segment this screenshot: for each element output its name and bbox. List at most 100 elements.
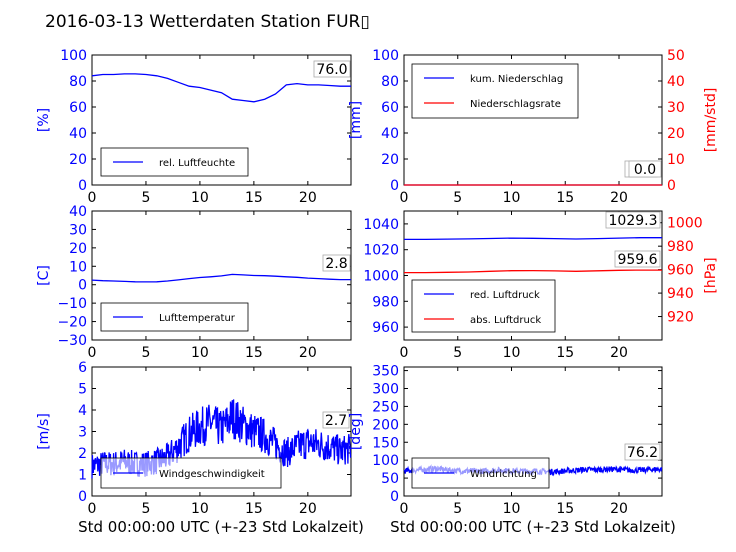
y-tick-label: 250 <box>372 399 399 415</box>
x-tick-label: 15 <box>556 501 574 517</box>
y-tick-label: 980 <box>372 294 399 310</box>
value-annotation: 2.8 <box>322 254 351 272</box>
y-tick-label: 10 <box>69 259 87 275</box>
x-tick-label: 0 <box>88 345 97 361</box>
y-tick-label: 1 <box>78 468 87 484</box>
y-tick-label: −30 <box>57 333 87 349</box>
x-tick-label: 20 <box>610 190 628 206</box>
chart-panel-windspeed: 0 5 10 15 20 0 1 2 3 4 5 6 [m/s] Windgeschwindigkeit 2… <box>36 360 352 517</box>
x-tick-label: 5 <box>141 190 150 206</box>
y-tick-label: 80 <box>381 74 399 90</box>
y-tick-label: 20 <box>69 152 87 168</box>
x-tick-label: 15 <box>245 501 263 517</box>
y-tick-label: 60 <box>69 100 87 116</box>
y-axis-label: [mm] <box>348 101 364 139</box>
annotation-label: 76.0 <box>316 62 347 78</box>
y-tick-label: 1040 <box>363 217 399 233</box>
y-tick-label: 40 <box>381 126 399 142</box>
x-tick-label: 10 <box>191 501 209 517</box>
y-tick-label: 350 <box>372 364 399 380</box>
legend-label: rel. Luftfeuchte <box>159 158 235 169</box>
chart-panel-pressure: 0 5 10 15 20 960 980 1000 1020 1040 920 940 960 980 10… <box>363 210 719 361</box>
x-tick-label: 10 <box>503 190 521 206</box>
legend-box <box>411 63 579 119</box>
y-tick-label-right: 0 <box>667 178 676 194</box>
annotation-box <box>605 211 661 229</box>
y-tick-label: 3 <box>78 425 87 441</box>
y-tick-label: 40 <box>69 126 87 142</box>
legend: Lufttemperatur <box>100 302 249 332</box>
y-tick-label-right: 940 <box>667 286 694 302</box>
legend-label: kum. Niederschlag <box>470 74 563 85</box>
x-tick-label: 5 <box>453 501 462 517</box>
x-tick-label: 15 <box>556 190 574 206</box>
y-axis-label-right: [mm/std] <box>703 88 719 153</box>
y-tick-label: 4 <box>78 403 87 419</box>
annotation-box <box>614 250 661 268</box>
y-tick-label: 960 <box>372 320 399 336</box>
x-tick-label: 0 <box>400 501 409 517</box>
value-annotation: 76.0 <box>313 60 351 78</box>
y-tick-label-right: 30 <box>667 100 685 116</box>
annotation-box <box>322 411 350 429</box>
y-tick-label: 0 <box>78 278 87 294</box>
value-annotation: 959.6 <box>614 250 661 268</box>
y-axis-label-right: [hPa] <box>703 257 719 293</box>
x-tick-label: 0 <box>88 190 97 206</box>
y-tick-label: 2 <box>78 446 87 462</box>
y-tick-label: 6 <box>78 360 87 376</box>
x-tick-label: 20 <box>610 345 628 361</box>
annotation-label: 1029.3 <box>609 213 658 229</box>
y-tick-label: 0 <box>78 489 87 505</box>
x-tick-label: 20 <box>610 501 628 517</box>
x-tick-label: 5 <box>453 345 462 361</box>
y-tick-label: 0 <box>78 178 87 194</box>
legend-label: red. Luftdruck <box>470 290 540 301</box>
legend-label: Windgeschwindigkeit <box>159 469 265 480</box>
legend: red. Luftdruck abs. Luftdruck <box>411 279 556 333</box>
y-tick-label-right: 920 <box>667 310 694 326</box>
x-tick-label: 10 <box>191 190 209 206</box>
y-tick-label: 40 <box>69 204 87 220</box>
series-line-windgeschwindigkeit <box>91 399 352 479</box>
y-tick-label: 150 <box>372 435 399 451</box>
value-annotation: 1029.3 <box>605 211 661 229</box>
figure-title: 2016-03-13 Wetterdaten Station FUR▯ <box>45 12 370 32</box>
annotation-label: 959.6 <box>617 252 657 268</box>
y-tick-label: 300 <box>372 382 399 398</box>
y-tick-label-right: 40 <box>667 74 685 90</box>
x-axis-label-left: Std 00:00:00 UTC (+-23 Std Lokalzeit) <box>78 518 364 536</box>
y-tick-label: 100 <box>60 48 87 64</box>
x-tick-label: 5 <box>141 345 150 361</box>
y-tick-label: 100 <box>372 453 399 469</box>
legend-label: Lufttemperatur <box>159 313 236 324</box>
x-tick-label: 0 <box>400 345 409 361</box>
y-tick-label: 5 <box>78 382 87 398</box>
y-tick-label: 20 <box>69 241 87 257</box>
x-tick-label: 10 <box>503 501 521 517</box>
y-tick-label: 1000 <box>363 269 399 285</box>
annotation-label: 76.2 <box>627 445 658 461</box>
y-axis-label: [%] <box>36 108 52 132</box>
legend-box <box>411 279 556 333</box>
legend: Windrichtung <box>411 457 550 489</box>
x-tick-label: 5 <box>141 501 150 517</box>
y-tick-label: 20 <box>381 152 399 168</box>
x-tick-label: 15 <box>556 345 574 361</box>
value-annotation: 2.7 <box>322 411 350 429</box>
legend: rel. Luftfeuchte <box>100 147 249 177</box>
y-tick-label-right: 20 <box>667 126 685 142</box>
y-tick-label-right: 980 <box>667 239 694 255</box>
value-annotation: 0.0 <box>628 160 662 178</box>
plot-frame <box>91 210 352 341</box>
legend-label: abs. Luftdruck <box>470 315 541 326</box>
x-tick-label: 0 <box>88 501 97 517</box>
y-tick-label-right: 1000 <box>667 216 703 232</box>
chart-panel-humidity: 0 5 10 15 20 0 20 40 60 80 100 [%] rel. Luftfeuchte 7… <box>36 48 352 206</box>
legend-label: Niederschlagsrate <box>470 99 561 110</box>
series-line-red-luftdruck <box>404 237 662 241</box>
chart-panel-precip: 0 5 10 15 20 0 20 40 60 80 100 0 10 20 30 40 50 [mm] [mm/s… <box>348 48 719 206</box>
y-tick-label: 30 <box>69 222 87 238</box>
